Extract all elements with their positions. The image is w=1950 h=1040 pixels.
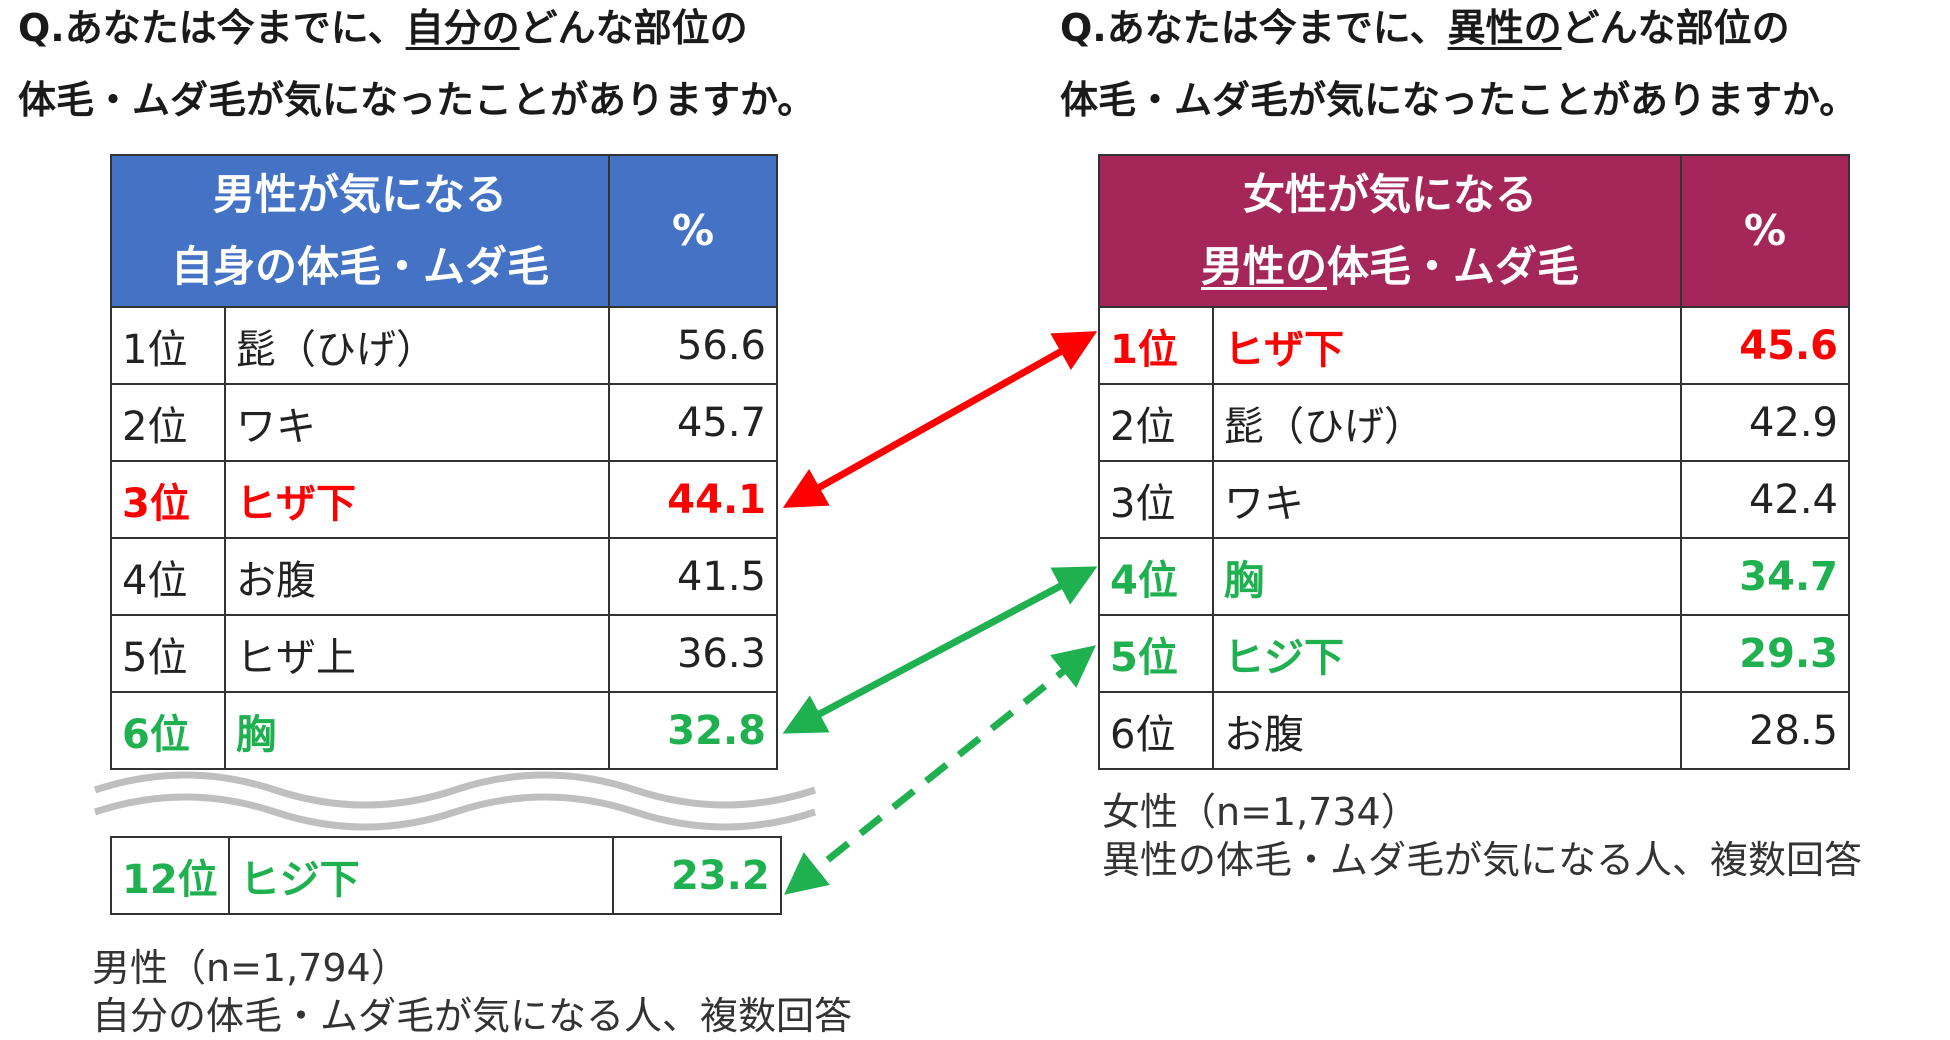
male-header-pct: % [608,154,778,308]
item-cell: ヒザ上 [224,614,610,693]
pct-cell: 23.2 [611,836,782,915]
female-note: 女性（n=1,734） 異性の体毛・ムダ毛が気になる人、複数回答 [1102,788,1862,884]
item-cell: ヒザ下 [1212,306,1682,385]
table-row: 1位 髭（ひげ） 56.6 [110,306,778,385]
female-header-rest: 体毛・ムダ毛 [1327,242,1580,291]
pct-cell: 56.6 [608,306,778,385]
item-cell: 胸 [1212,537,1682,616]
table-row: 5位 ヒザ上 36.3 [110,614,778,693]
table-row: 3位 ヒザ下 44.1 [110,460,778,539]
rank-cell: 1位 [1098,306,1214,385]
table-row: 6位 胸 32.8 [110,691,778,770]
male-note-line2: 自分の体毛・ムダ毛が気になる人、複数回答 [92,994,853,1038]
table-row: 5位 ヒジ下 29.3 [1098,614,1850,693]
rank-cell: 4位 [1098,537,1214,616]
table-row: 4位 お腹 41.5 [110,537,778,616]
left-question: Q.あなたは今までに、自分のどんな部位の 体毛・ムダ毛が気になったことがあります… [18,0,815,136]
male-header-line1: 男性が気になる [212,170,507,219]
pct-cell: 28.5 [1680,691,1850,770]
pct-cell: 41.5 [608,537,778,616]
green-dashed-arrow [784,645,1096,895]
item-cell: ワキ [224,383,610,462]
table-row: 2位 ワキ 45.7 [110,383,778,462]
right-question-line1: Q.あなたは今までに、異性のどんな部位の [1060,0,1857,64]
pct-cell: 32.8 [608,691,778,770]
right-question: Q.あなたは今までに、異性のどんな部位の 体毛・ムダ毛が気になったことがあります… [1060,0,1857,136]
item-cell: ヒザ下 [224,460,610,539]
table-row: 4位 胸 34.7 [1098,537,1850,616]
table-row: 1位 ヒザ下 45.6 [1098,306,1850,385]
rank-cell: 2位 [110,383,226,462]
pct-cell: 45.6 [1680,306,1850,385]
item-cell: ワキ [1212,460,1682,539]
female-header-line2: 男性の体毛・ムダ毛 [1110,231,1670,303]
item-cell: ヒジ下 [1212,614,1682,693]
male-ranking-table: 男性が気になる 自身の体毛・ムダ毛 % 1位 髭（ひげ） 56.6 2位 ワキ … [110,154,778,770]
pct-cell: 42.9 [1680,383,1850,462]
male-extra-row-table: 12位 ヒジ下 23.2 [110,836,782,915]
pct-cell: 29.3 [1680,614,1850,693]
left-question-part: どんな部位の [519,6,748,50]
rank-cell: 3位 [1098,460,1214,539]
pct-cell: 42.4 [1680,460,1850,539]
table-row: 2位 髭（ひげ） 42.9 [1098,383,1850,462]
male-header-title: 男性が気になる 自身の体毛・ムダ毛 [110,154,610,308]
item-cell: 髭（ひげ） [224,306,610,385]
pct-cell: 44.1 [608,460,778,539]
male-note-line1: 男性（n=1,794） [92,946,409,990]
item-cell: 髭（ひげ） [1212,383,1682,462]
rank-cell: 6位 [110,691,226,770]
wave-break [90,771,850,832]
pct-cell: 36.3 [608,614,778,693]
table-row: 3位 ワキ 42.4 [1098,460,1850,539]
female-note-line1: 女性（n=1,734） [1102,790,1419,834]
table-row: 12位 ヒジ下 23.2 [110,836,782,915]
left-question-underlined: 自分の [405,6,520,50]
red-arrow [782,331,1098,508]
female-header-pct: % [1680,154,1850,308]
item-cell: お腹 [1212,691,1682,770]
rank-cell: 5位 [1098,614,1214,693]
female-table-header: 女性が気になる 男性の体毛・ムダ毛 % [1098,154,1850,308]
female-header-line1: 女性が気になる [1242,170,1537,219]
right-question-line2: 体毛・ムダ毛が気になったことがありますか。 [1060,78,1858,122]
rank-cell: 4位 [110,537,226,616]
female-ranking-table: 女性が気になる 男性の体毛・ムダ毛 % 1位 ヒザ下 45.6 2位 髭（ひげ）… [1098,154,1850,770]
left-question-line1: Q.あなたは今までに、自分のどんな部位の [18,0,815,64]
female-header-title: 女性が気になる 男性の体毛・ムダ毛 [1098,154,1682,308]
rank-cell: 2位 [1098,383,1214,462]
item-cell: お腹 [224,537,610,616]
right-question-part: どんな部位の [1561,6,1790,50]
left-question-part: Q.あなたは今までに、 [18,6,406,50]
item-cell: ヒジ下 [227,836,614,915]
right-question-part: Q.あなたは今までに、 [1060,6,1448,50]
table-row: 6位 お腹 28.5 [1098,691,1850,770]
rank-cell: 3位 [110,460,226,539]
male-table-header: 男性が気になる 自身の体毛・ムダ毛 % [110,154,778,308]
pct-cell: 45.7 [608,383,778,462]
left-question-line2: 体毛・ムダ毛が気になったことがありますか。 [18,78,816,122]
right-question-underlined: 異性の [1447,6,1562,50]
rank-cell: 6位 [1098,691,1214,770]
rank-cell: 1位 [110,306,226,385]
female-header-underlined: 男性の [1200,242,1327,291]
female-note-line2: 異性の体毛・ムダ毛が気になる人、複数回答 [1102,838,1863,882]
rank-cell: 5位 [110,614,226,693]
male-note: 男性（n=1,794） 自分の体毛・ムダ毛が気になる人、複数回答 [92,944,852,1040]
item-cell: 胸 [224,691,610,770]
rank-cell: 12位 [110,836,230,915]
male-header-line2: 自身の体毛・ムダ毛 [170,242,549,291]
green-arrow [782,566,1098,734]
pct-cell: 34.7 [1680,537,1850,616]
